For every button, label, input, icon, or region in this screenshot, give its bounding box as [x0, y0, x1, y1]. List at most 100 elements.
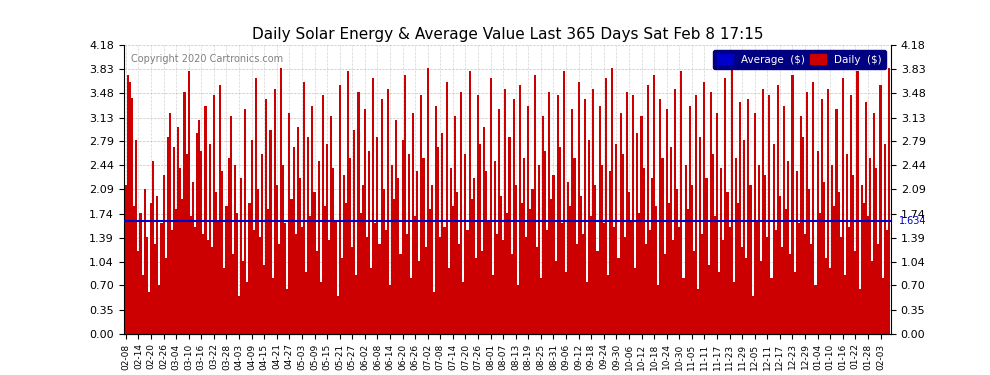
Bar [282, 165, 284, 334]
Bar [207, 240, 209, 334]
Bar [290, 199, 292, 334]
Bar [787, 161, 789, 334]
Bar [363, 109, 366, 334]
Bar [361, 185, 363, 334]
Bar [856, 71, 858, 334]
Bar [243, 261, 245, 334]
Bar [840, 237, 842, 334]
Bar [470, 199, 473, 334]
Bar [490, 78, 492, 334]
Bar [307, 137, 309, 334]
Bar [854, 251, 856, 334]
Bar [215, 192, 217, 334]
Bar [639, 213, 641, 334]
Bar [653, 75, 655, 334]
Bar [171, 230, 173, 334]
Bar [248, 202, 250, 334]
Bar [138, 251, 140, 334]
Bar [506, 213, 509, 334]
Bar [701, 234, 703, 334]
Bar [838, 192, 840, 334]
Bar [196, 134, 198, 334]
Bar [487, 220, 490, 334]
Bar [509, 137, 511, 334]
Bar [742, 248, 743, 334]
Bar [149, 202, 152, 334]
Bar [353, 130, 355, 334]
Bar [238, 296, 241, 334]
Bar [794, 272, 796, 334]
Bar [796, 171, 798, 334]
Bar [860, 185, 862, 334]
Bar [318, 161, 320, 334]
Bar [200, 151, 202, 334]
Bar [735, 158, 737, 334]
Bar [573, 158, 575, 334]
Bar [798, 223, 800, 334]
Bar [651, 178, 653, 334]
Bar [548, 92, 550, 334]
Bar [230, 116, 232, 334]
Bar [479, 144, 481, 334]
Bar [433, 292, 435, 334]
Bar [136, 140, 138, 334]
Bar [676, 189, 678, 334]
Bar [687, 209, 689, 334]
Bar [454, 116, 456, 334]
Bar [632, 95, 635, 334]
Bar [781, 248, 783, 334]
Bar [175, 209, 177, 334]
Bar [588, 140, 590, 334]
Bar [720, 168, 723, 334]
Bar [850, 95, 852, 334]
Bar [341, 258, 343, 334]
Bar [620, 113, 622, 334]
Bar [768, 95, 770, 334]
Bar [357, 92, 359, 334]
Bar [259, 237, 261, 334]
Bar [442, 134, 444, 334]
Bar [697, 289, 699, 334]
Bar [858, 289, 860, 334]
Bar [783, 106, 785, 334]
Bar [477, 95, 479, 334]
Bar [389, 285, 391, 334]
Bar [762, 88, 764, 334]
Bar [725, 78, 727, 334]
Bar [525, 237, 528, 334]
Bar [888, 68, 890, 334]
Bar [351, 248, 353, 334]
Bar [800, 116, 802, 334]
Bar [219, 85, 221, 334]
Bar [867, 216, 869, 334]
Bar [766, 237, 768, 334]
Bar [286, 289, 288, 334]
Bar [599, 106, 601, 334]
Text: 1.634: 1.634 [899, 216, 927, 226]
Bar [733, 282, 735, 334]
Bar [755, 220, 758, 334]
Bar [347, 71, 349, 334]
Bar [337, 296, 339, 334]
Bar [628, 192, 630, 334]
Bar [449, 168, 451, 334]
Bar [429, 209, 431, 334]
Bar [464, 154, 466, 334]
Bar [862, 202, 865, 334]
Bar [875, 168, 877, 334]
Bar [406, 234, 408, 334]
Bar [534, 75, 536, 334]
Bar [554, 261, 556, 334]
Bar [140, 213, 142, 334]
Bar [462, 282, 464, 334]
Bar [380, 99, 383, 334]
Bar [431, 185, 433, 334]
Bar [446, 82, 447, 334]
Bar [684, 165, 687, 334]
Bar [278, 244, 280, 334]
Bar [451, 206, 454, 334]
Bar [584, 99, 586, 334]
Bar [232, 254, 234, 334]
Bar [648, 230, 651, 334]
Bar [605, 78, 607, 334]
